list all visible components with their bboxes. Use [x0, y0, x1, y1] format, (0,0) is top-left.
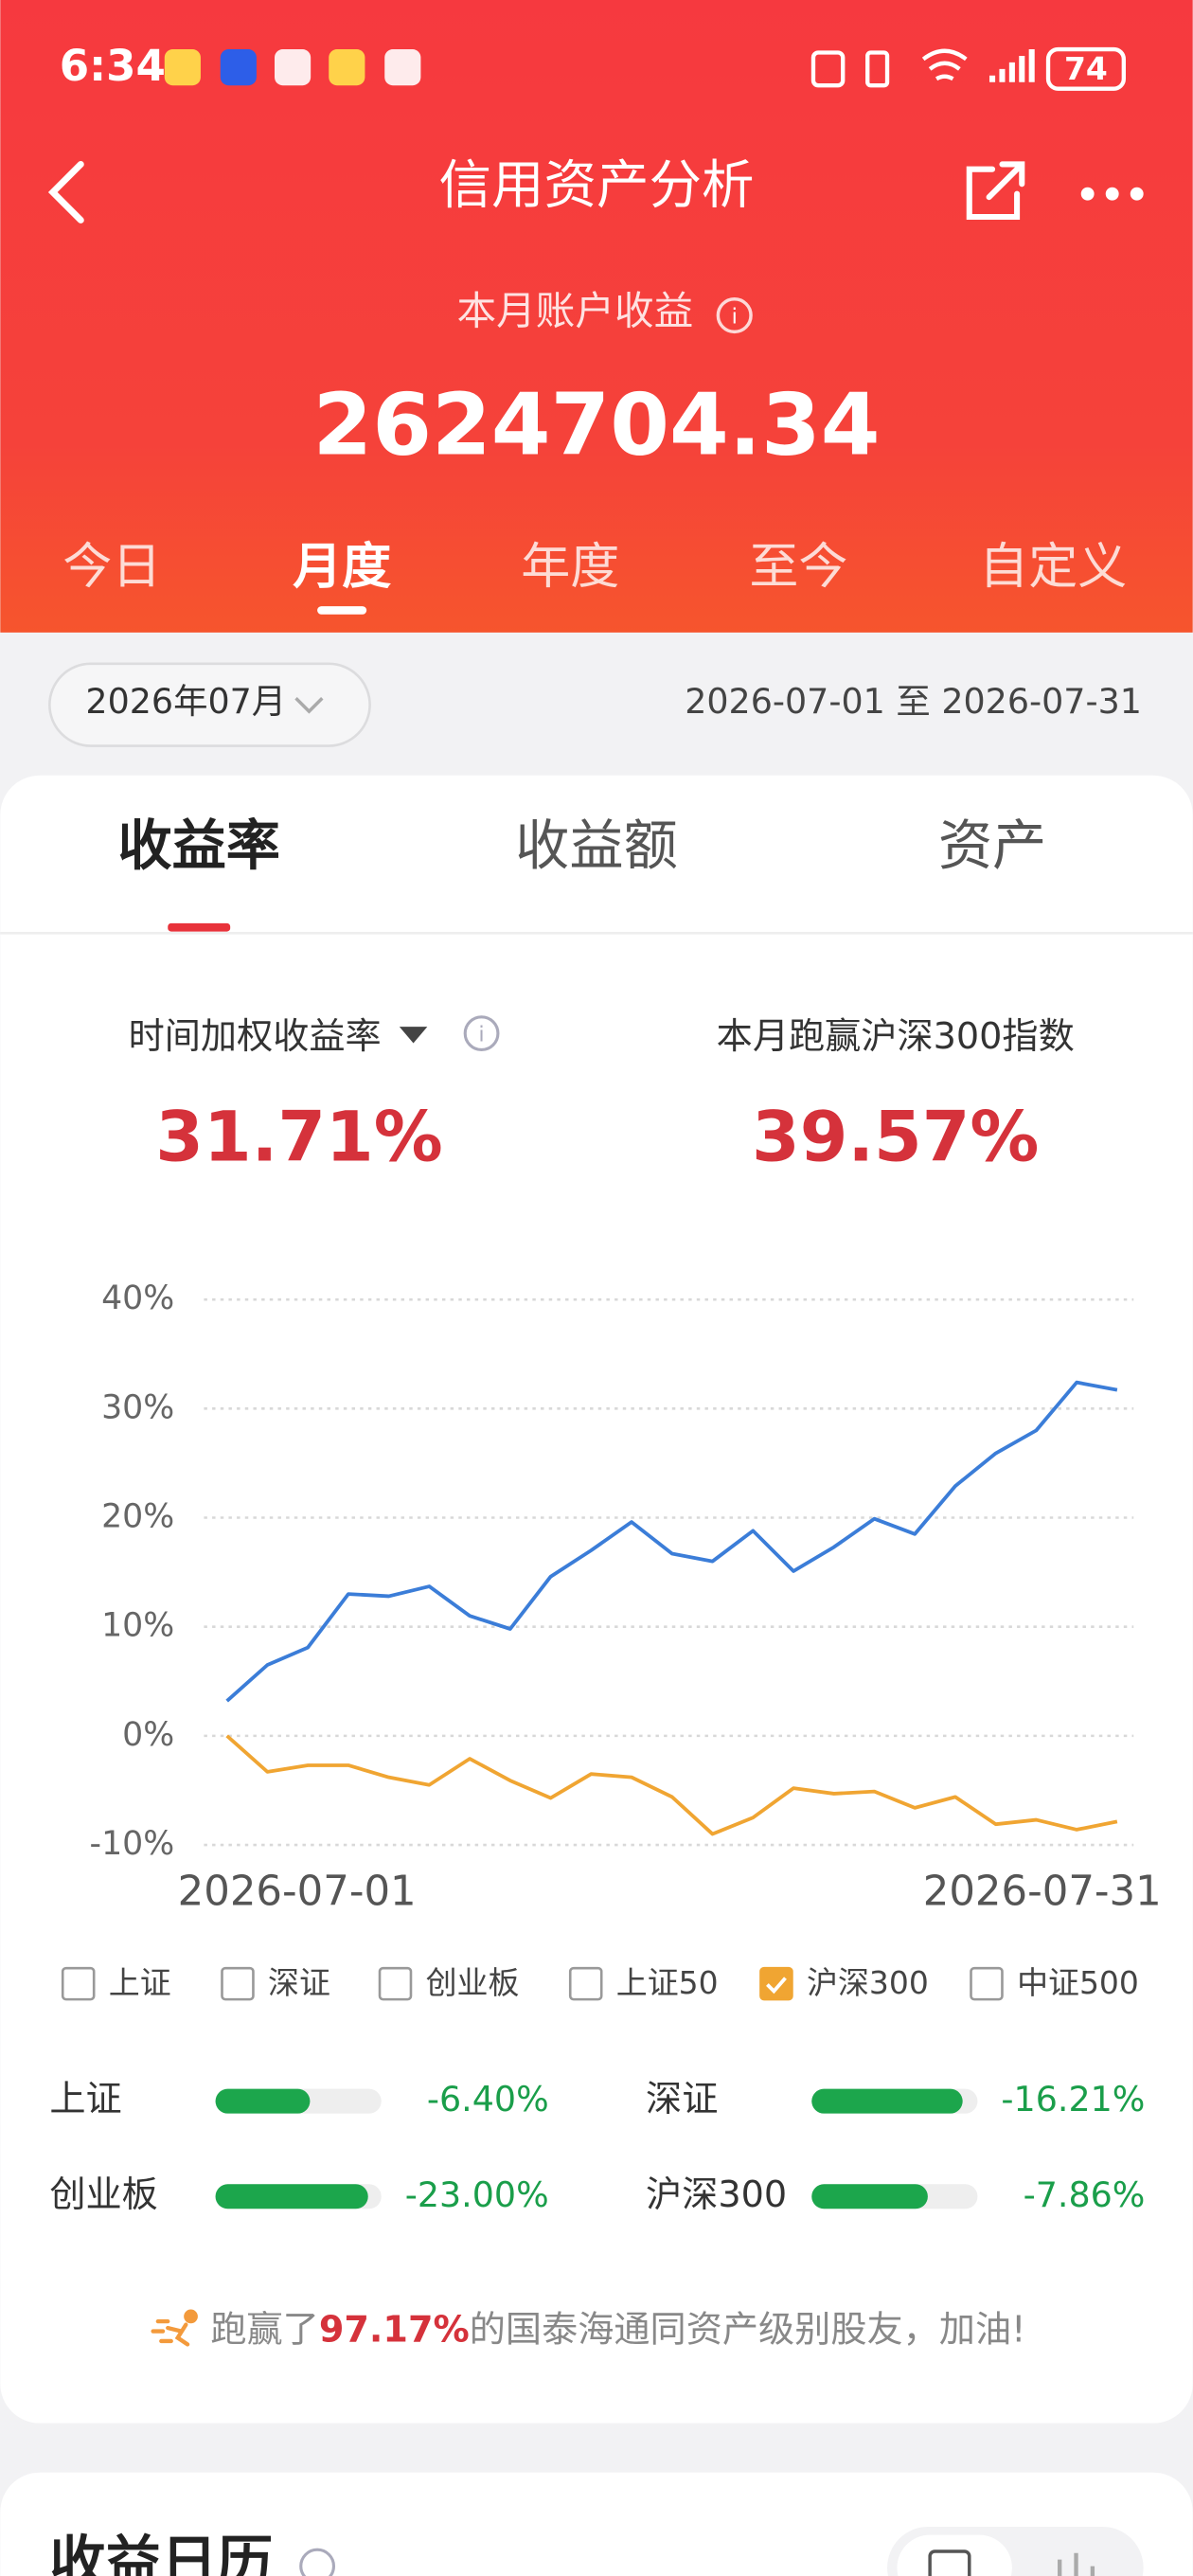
info-icon[interactable] [299, 2548, 336, 2576]
checkbox[interactable] [970, 1966, 1004, 2001]
share-button[interactable] [966, 161, 1025, 221]
battery-level: 74 [1064, 50, 1108, 87]
bar [215, 2088, 311, 2114]
status-time: 6:34 [60, 41, 166, 91]
index-return: -23.00% [405, 2174, 549, 2215]
option-label: 沪深300 [807, 1964, 929, 2001]
calendar-title: 收益日历 [49, 2530, 273, 2576]
y-tick-label: 20% [101, 1498, 174, 1536]
index-label: 沪深300 [646, 2174, 787, 2215]
x-tick-label: 2026-07-31 [923, 1869, 1162, 1916]
metric-tabs: 收益率 收益额 资产 [117, 814, 1046, 932]
summary-label: 本月账户收益 [457, 287, 694, 333]
tab-indicator [168, 922, 231, 932]
index-return: -6.40% [427, 2079, 549, 2120]
y-tick-label: 30% [101, 1388, 174, 1426]
back-button[interactable] [47, 161, 84, 224]
footer-prefix: 跑赢了 [210, 2308, 318, 2350]
index-label: 深证 [646, 2078, 718, 2120]
page-title: 信用资产分析 [438, 155, 754, 217]
metric-tab[interactable]: 收益率 [117, 814, 280, 877]
notification-icons [164, 49, 421, 86]
check-mark [766, 1977, 787, 1995]
y-tick-label: 40% [101, 1279, 174, 1317]
month-picker[interactable] [48, 662, 371, 747]
y-tick-label: -10% [90, 1825, 175, 1863]
index-return: -7.86% [1024, 2174, 1146, 2215]
option-label: 创业板 [426, 1964, 520, 2001]
x-tick-label: 2026-07-01 [178, 1869, 417, 1916]
option-label: 深证 [268, 1964, 330, 2001]
comparisons: 上证 -6.40% 深证 -16.21% 创业板 -23.00% 沪深300 -7.86% [49, 2078, 1145, 2215]
checkbox[interactable] [61, 1966, 96, 2001]
metric-value: 31.71% [155, 1098, 442, 1178]
period-tab[interactable]: 自定义 [979, 539, 1127, 596]
footer-suffix: 的国泰海通同资产级别股友，加油! [470, 2308, 1026, 2350]
footer-highlight: 97.17% [319, 2308, 470, 2350]
chart: -10% 0% 10% 20% 30% 40% 2026-07-01 2026-07-31 [90, 1279, 1162, 1915]
bar [811, 2184, 928, 2209]
metric-value: 39.57% [752, 1098, 1039, 1178]
svg-text:i: i [732, 304, 738, 329]
runner-icon [151, 2309, 198, 2347]
metric-label: 本月跑赢沪深300指数 [717, 1015, 1075, 1057]
header-background [0, 0, 1193, 633]
period-tab[interactable]: 月度 [293, 539, 391, 596]
period-tab[interactable]: 年度 [521, 539, 619, 596]
option-label: 上证 [109, 1964, 171, 2001]
footer-text: 跑赢了97.17%的国泰海通同资产级别股友，加油! [210, 2308, 1025, 2350]
benchmark-options: 上证 深证 创业板 上证50 沪深300 中证500 [61, 1964, 1139, 2001]
chevron [294, 697, 324, 714]
option-label: 上证50 [616, 1964, 719, 2001]
checkbox[interactable] [568, 1966, 603, 2001]
system-icons [810, 46, 1127, 91]
index-return: -16.21% [1001, 2079, 1145, 2120]
more-button[interactable] [1080, 187, 1144, 201]
bar [215, 2184, 368, 2209]
date-range: 2026-07-01 至 2026-07-31 [685, 681, 1142, 722]
series-line [225, 1380, 1118, 1703]
series-line [225, 1734, 1118, 1836]
checkbox[interactable] [221, 1966, 255, 2001]
index-label: 创业板 [49, 2174, 157, 2215]
metric-label: 时间加权收益率 [129, 1015, 382, 1057]
y-tick-label: 10% [101, 1607, 174, 1645]
bar [811, 2088, 963, 2114]
period-tabs: 今日 月度 年度 至今 自定义 [62, 539, 1127, 615]
analysis-card [0, 775, 1193, 2424]
info-icon[interactable]: i [463, 1015, 500, 1052]
summary-value: 2624704.34 [312, 375, 880, 474]
dropdown-icon[interactable] [399, 1027, 428, 1044]
period-tab[interactable]: 至今 [749, 539, 847, 596]
info-icon[interactable]: i [716, 296, 753, 334]
view-toggle[interactable] [887, 2526, 1144, 2576]
metric-tab[interactable]: 资产 [938, 814, 1046, 877]
month-picker-label: 2026年07月 [85, 681, 286, 722]
y-tick-label: 0% [122, 1716, 174, 1754]
option-label: 中证500 [1017, 1964, 1139, 2001]
svg-text:i: i [478, 1022, 484, 1046]
checkbox[interactable] [759, 1966, 793, 2001]
period-tab[interactable]: 今日 [62, 539, 161, 596]
tab-indicator [317, 606, 367, 615]
metric-tab[interactable]: 收益额 [515, 814, 678, 877]
index-label: 上证 [49, 2078, 121, 2120]
checkbox[interactable] [378, 1966, 413, 2001]
